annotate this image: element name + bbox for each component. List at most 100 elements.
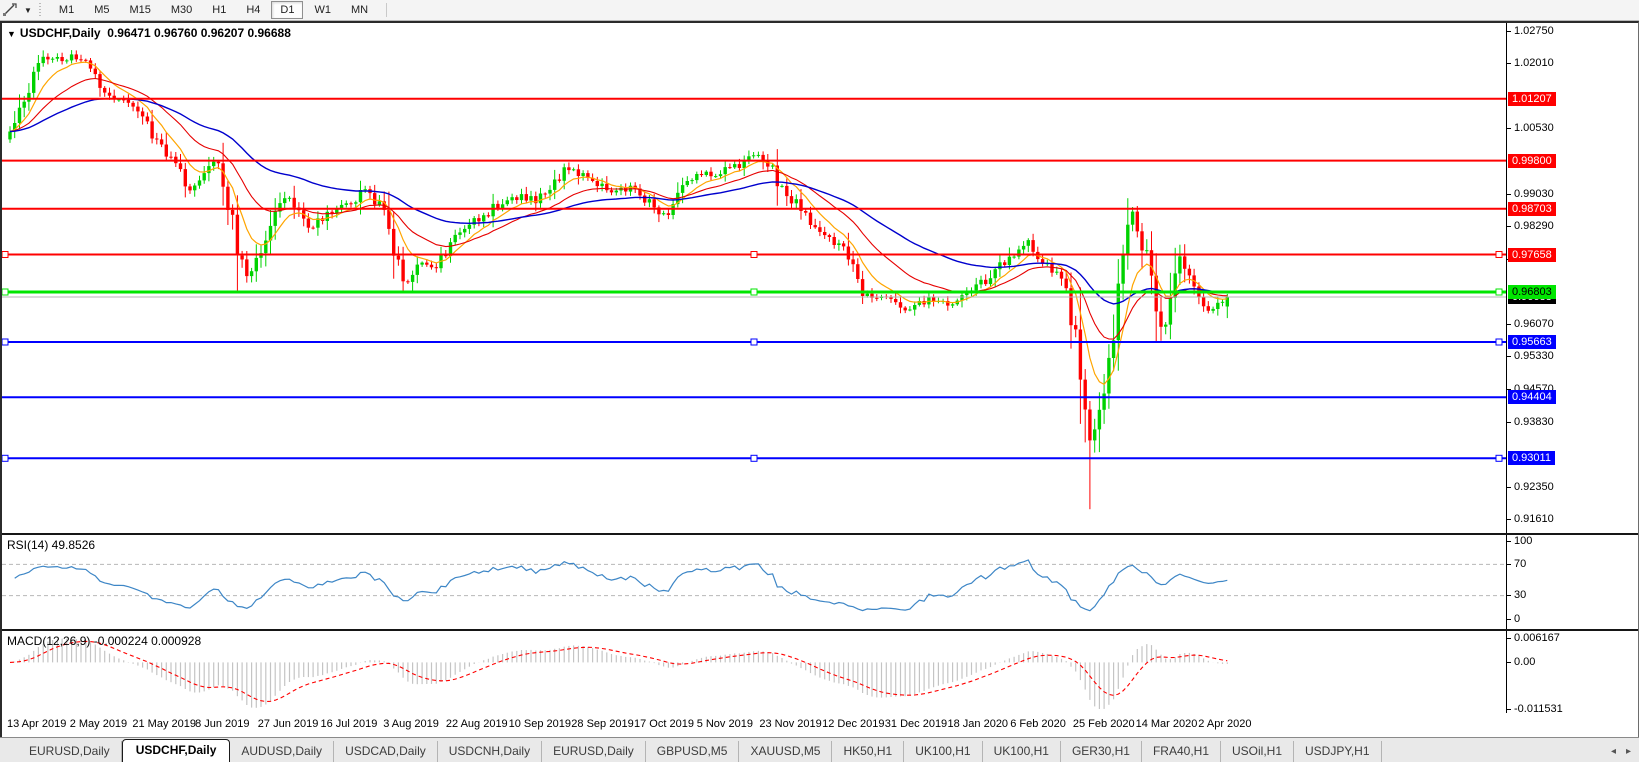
- tab-scroll-right-icon[interactable]: ▸: [1625, 746, 1631, 757]
- candle: [714, 176, 718, 178]
- candle: [993, 269, 997, 279]
- chart-title-caret-icon[interactable]: ▼: [7, 29, 16, 39]
- timeframe-button-w1[interactable]: W1: [314, 3, 331, 16]
- chart-tab-audusd-daily[interactable]: AUDUSD,Daily: [230, 741, 335, 762]
- candle: [605, 183, 609, 191]
- date-label: 22 Aug 2019: [445, 718, 508, 730]
- hline-handle[interactable]: [2, 454, 9, 462]
- hline-handle[interactable]: [1495, 251, 1503, 258]
- candle: [122, 99, 126, 101]
- candle: [1083, 379, 1087, 410]
- date-label: 21 May 2019: [132, 718, 196, 730]
- tool-dropdown-caret-icon[interactable]: ▼: [24, 5, 32, 15]
- date-label: 23 Nov 2019: [759, 718, 822, 730]
- rsi-line: [14, 559, 1228, 612]
- candle: [647, 199, 652, 203]
- candle: [524, 194, 528, 201]
- candle: [1126, 224, 1130, 255]
- price-axis[interactable]: 1.027501.020101.005300.990300.982900.975…: [1506, 23, 1638, 533]
- candle: [766, 161, 770, 167]
- chart-tab-usdchf-daily[interactable]: USDCHF,Daily: [121, 739, 231, 762]
- hline-handle[interactable]: [1495, 338, 1503, 346]
- chart-tab-usdcad-daily[interactable]: USDCAD,Daily: [334, 741, 438, 762]
- chart-tab-usdcnh-daily[interactable]: USDCNH,Daily: [438, 741, 543, 762]
- candle: [894, 299, 898, 303]
- chart-tab-uk100-h1[interactable]: UK100,H1: [983, 741, 1061, 762]
- candle: [595, 181, 599, 187]
- candle: [960, 295, 964, 301]
- candle: [103, 87, 107, 93]
- candle: [510, 197, 514, 201]
- axis-tick: [1507, 226, 1511, 228]
- axis-tick: [1507, 323, 1511, 325]
- chart-tab-usoil-h1[interactable]: USOil,H1: [1221, 741, 1295, 762]
- hline-handle[interactable]: [2, 288, 9, 296]
- macd-signal-line: [9, 640, 1228, 703]
- candle: [557, 179, 562, 181]
- chart-tab-uk100-h1[interactable]: UK100,H1: [904, 741, 983, 762]
- candle: [491, 203, 495, 217]
- candle: [699, 174, 704, 176]
- macd-axis[interactable]: 0.006167 0.00 -0.011531: [1506, 631, 1638, 715]
- hline-handle[interactable]: [750, 454, 758, 462]
- candle: [434, 267, 438, 269]
- toolbar-grip-handle[interactable]: [37, 3, 43, 17]
- candle: [1140, 231, 1144, 251]
- date-axis[interactable]: 13 Apr 2019 2 May 2019 21 May 2019 8 Jun 20…: [2, 713, 1638, 737]
- candle: [60, 57, 64, 62]
- candle: [335, 209, 339, 214]
- candle: [496, 203, 500, 209]
- candle: [979, 279, 983, 285]
- hline-handle[interactable]: [1495, 454, 1503, 462]
- candle: [193, 185, 197, 191]
- chart-tab-ger30-h1[interactable]: GER30,H1: [1061, 741, 1142, 762]
- macd-label: MACD(12,26,9) -0.000224 0.000928: [7, 634, 202, 648]
- hline-handle[interactable]: [2, 251, 9, 258]
- candle: [742, 160, 746, 168]
- rsi-label: RSI(14) 49.8526: [7, 538, 96, 552]
- candle: [207, 166, 211, 174]
- timeframe-button-d1[interactable]: D1: [271, 0, 304, 19]
- chart-title: ▼ USDCHF,Daily 0.96471 0.96760 0.96207 0.…: [7, 26, 291, 40]
- chart-window: ▼ USDCHF,Daily 0.96471 0.96760 0.96207 0.…: [0, 21, 1639, 737]
- hline-handle[interactable]: [2, 338, 9, 346]
- timeframe-button-h4[interactable]: H4: [246, 3, 261, 16]
- date-label: 17 Oct 2019: [634, 718, 694, 730]
- chart-tab-hk50-h1[interactable]: HK50,H1: [832, 741, 905, 762]
- candle: [1093, 429, 1097, 441]
- hline-handle[interactable]: [750, 338, 758, 346]
- candle: [519, 194, 524, 201]
- chart-tab-eurusd-daily[interactable]: EURUSD,Daily: [542, 741, 646, 762]
- candle: [1017, 249, 1021, 257]
- timeframe-button-m1[interactable]: M1: [58, 3, 75, 16]
- candle: [898, 302, 903, 308]
- drawing-tool-icon[interactable]: [0, 2, 20, 18]
- candle: [984, 279, 988, 285]
- candle: [1021, 245, 1026, 250]
- candle: [472, 218, 476, 225]
- chart-tab-gbpusd-m5[interactable]: GBPUSD,M5: [646, 741, 740, 762]
- timeframe-button-m5[interactable]: M5: [94, 3, 110, 16]
- chart-tab-fra40-h1[interactable]: FRA40,H1: [1142, 741, 1221, 762]
- timeframe-button-mn[interactable]: MN: [350, 3, 369, 16]
- timeframe-button-m30[interactable]: M30: [170, 3, 193, 16]
- rsi-axis[interactable]: 100 70 30 0: [1506, 535, 1638, 629]
- candle: [571, 169, 576, 171]
- candle: [41, 56, 45, 64]
- price-pane[interactable]: ▼ USDCHF,Daily 0.96471 0.96760 0.96207 0.…: [2, 23, 1506, 533]
- timeframe-button-h1[interactable]: H1: [212, 3, 227, 16]
- tab-scroll-left-icon[interactable]: ◂: [1610, 746, 1616, 757]
- rsi-pane[interactable]: RSI(14) 49.8526: [2, 535, 1506, 629]
- candle: [410, 274, 415, 282]
- hline-handle[interactable]: [1495, 288, 1503, 296]
- pane-divider[interactable]: [2, 629, 1638, 631]
- hline-handle[interactable]: [750, 251, 758, 258]
- timeframe-button-m15[interactable]: M15: [129, 3, 151, 16]
- chart-tab-usdjpy-h1[interactable]: USDJPY,H1: [1294, 741, 1382, 762]
- pane-divider[interactable]: [2, 533, 1638, 535]
- chart-tab-xauusd-m5[interactable]: XAUUSD,M5: [739, 741, 833, 762]
- hline-handle[interactable]: [750, 288, 758, 296]
- chart-tab-eurusd-daily[interactable]: EURUSD,Daily: [18, 741, 122, 762]
- macd-pane[interactable]: MACD(12,26,9) -0.000224 0.000928: [2, 631, 1506, 713]
- candle: [84, 59, 88, 61]
